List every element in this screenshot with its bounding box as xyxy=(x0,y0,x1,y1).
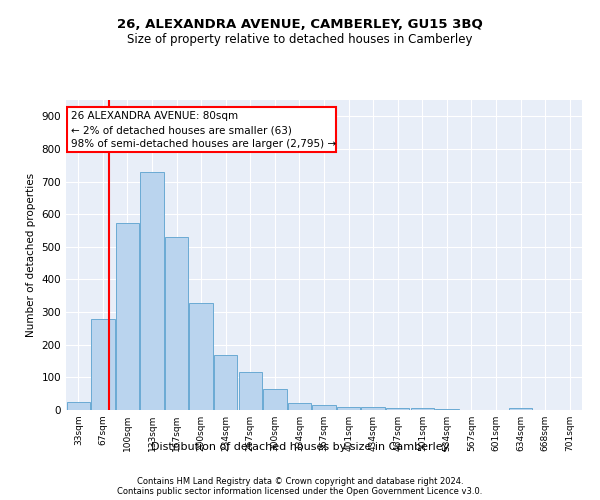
Bar xyxy=(509,408,532,410)
Text: Distribution of detached houses by size in Camberley: Distribution of detached houses by size … xyxy=(151,442,449,452)
Bar xyxy=(165,237,188,410)
Bar xyxy=(190,303,213,410)
Bar xyxy=(386,408,409,410)
Bar xyxy=(313,405,335,410)
Bar xyxy=(361,406,385,410)
Y-axis label: Number of detached properties: Number of detached properties xyxy=(26,173,36,337)
Text: ← 2% of detached houses are smaller (63): ← 2% of detached houses are smaller (63) xyxy=(71,125,292,135)
Bar xyxy=(288,404,311,410)
Bar xyxy=(91,320,115,410)
Text: 26, ALEXANDRA AVENUE, CAMBERLEY, GU15 3BQ: 26, ALEXANDRA AVENUE, CAMBERLEY, GU15 3B… xyxy=(117,18,483,30)
Text: Contains public sector information licensed under the Open Government Licence v3: Contains public sector information licen… xyxy=(118,488,482,496)
Bar xyxy=(140,172,164,410)
Text: 26 ALEXANDRA AVENUE: 80sqm: 26 ALEXANDRA AVENUE: 80sqm xyxy=(71,112,238,122)
Bar xyxy=(214,354,238,410)
Bar xyxy=(239,372,262,410)
Bar xyxy=(337,406,360,410)
Text: 98% of semi-detached houses are larger (2,795) →: 98% of semi-detached houses are larger (… xyxy=(71,139,336,149)
Text: Size of property relative to detached houses in Camberley: Size of property relative to detached ho… xyxy=(127,32,473,46)
Bar xyxy=(116,224,139,410)
Text: Contains HM Land Registry data © Crown copyright and database right 2024.: Contains HM Land Registry data © Crown c… xyxy=(137,478,463,486)
FancyBboxPatch shape xyxy=(67,106,336,152)
Bar xyxy=(263,389,287,410)
Bar xyxy=(410,408,434,410)
Bar xyxy=(67,402,90,410)
